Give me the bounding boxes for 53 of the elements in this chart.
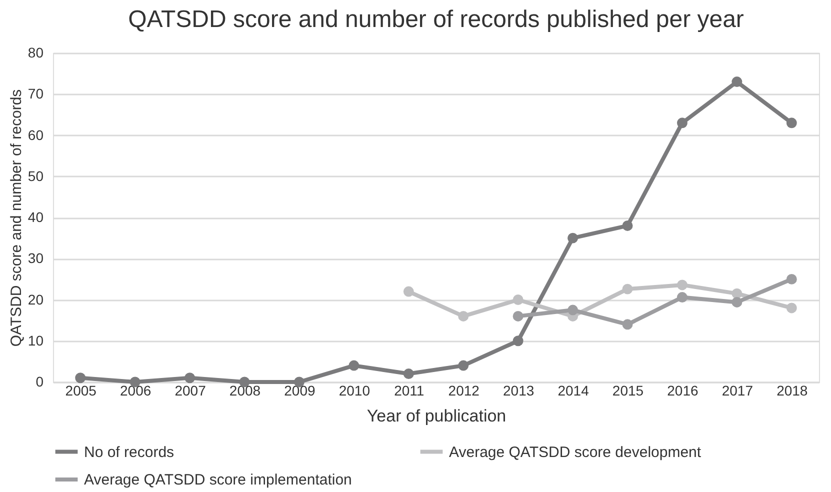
point bbox=[622, 220, 633, 231]
y-tick-label: 70 bbox=[28, 86, 44, 102]
point bbox=[512, 294, 524, 305]
x-tick-label: 2017 bbox=[722, 382, 754, 398]
point bbox=[786, 274, 797, 284]
point bbox=[512, 310, 524, 322]
x-tick-label: 2012 bbox=[448, 382, 480, 398]
x-tick-label: 2018 bbox=[776, 382, 808, 398]
x-tick-label: 2009 bbox=[284, 382, 316, 398]
point bbox=[458, 360, 469, 371]
point bbox=[676, 118, 688, 128]
y-tick-label: 10 bbox=[28, 332, 44, 348]
point bbox=[676, 280, 688, 290]
y-tick-label: 60 bbox=[28, 126, 44, 143]
y-tick-label: 0 bbox=[36, 374, 44, 390]
point bbox=[403, 368, 414, 380]
point bbox=[568, 304, 578, 316]
point bbox=[348, 360, 360, 371]
point bbox=[622, 319, 633, 330]
x-tick-label: 2010 bbox=[338, 382, 370, 398]
point bbox=[676, 292, 688, 303]
y-tick-label: 40 bbox=[28, 209, 44, 225]
point bbox=[786, 118, 797, 128]
x-tick-label: 2014 bbox=[558, 382, 590, 398]
legend-label: Average QATSDD score implementation bbox=[84, 472, 352, 488]
point bbox=[458, 310, 469, 322]
point bbox=[732, 76, 742, 88]
y-tick-label: 20 bbox=[28, 291, 44, 308]
legend-label: Average QATSDD score development bbox=[449, 444, 702, 461]
point bbox=[75, 372, 86, 384]
x-tick-label: 2008 bbox=[229, 382, 261, 398]
y-tick-label: 80 bbox=[28, 44, 44, 60]
x-tick-label: 2016 bbox=[667, 382, 698, 398]
legend-label: No of records bbox=[84, 444, 174, 461]
x-tick-label: 2013 bbox=[502, 382, 534, 398]
x-tick-label: 2005 bbox=[65, 382, 97, 398]
y-axis-title: QATSDD score and number of records bbox=[8, 89, 25, 347]
x-axis-title: Year of publication bbox=[366, 406, 506, 426]
point bbox=[512, 336, 524, 346]
y-tick-label: 30 bbox=[28, 250, 44, 266]
x-tick-label: 2006 bbox=[120, 382, 152, 398]
x-tick-label: 2015 bbox=[612, 382, 644, 398]
chart-title: QATSDD score and number of records published per year bbox=[128, 6, 744, 33]
point bbox=[732, 288, 742, 299]
point bbox=[568, 232, 578, 244]
point bbox=[403, 286, 414, 297]
x-tick-label: 2011 bbox=[394, 382, 424, 398]
point bbox=[622, 284, 633, 294]
y-tick-label: 50 bbox=[28, 168, 44, 184]
x-tick-label: 2007 bbox=[174, 382, 206, 398]
point bbox=[786, 302, 797, 314]
point bbox=[732, 296, 742, 308]
point bbox=[184, 372, 196, 384]
